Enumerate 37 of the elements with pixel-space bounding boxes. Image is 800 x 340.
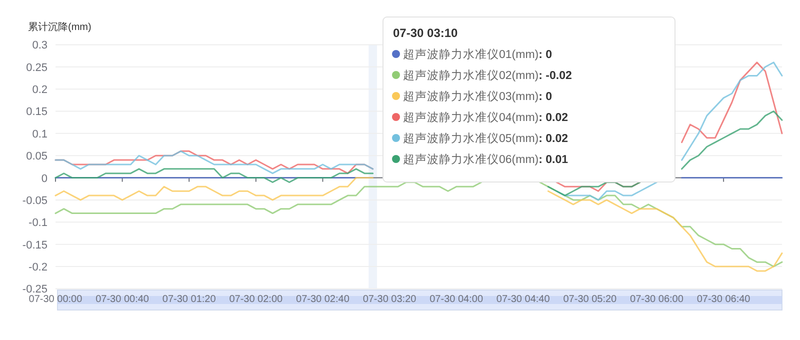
y-tick-label: 0.1 bbox=[32, 128, 48, 140]
x-tick-label: 07-30 06:00 bbox=[630, 294, 684, 305]
y-tick-label: -0.2 bbox=[28, 262, 48, 274]
y-tick-label: 0.2 bbox=[32, 84, 48, 96]
legend-label: 超声波静力水准仪05(mm) bbox=[403, 132, 539, 145]
x-tick-label: 07-30 00:40 bbox=[96, 294, 150, 305]
annotation: : 0.02 bbox=[538, 112, 568, 124]
y-tick-label: -0.15 bbox=[22, 239, 48, 252]
text: 07-30 03:10 bbox=[393, 26, 458, 40]
legend-label: 超声波静力水准仪02(mm) bbox=[403, 69, 539, 82]
x-tick-label: 07-30 04:40 bbox=[496, 294, 550, 305]
y-tick-label: -0.25 bbox=[22, 284, 48, 296]
legend-label: 超声波静力水准仪03(mm) bbox=[403, 90, 539, 103]
y-tick-label: 0.05 bbox=[26, 150, 48, 163]
x-tick-label: 07-30 00:00 bbox=[28, 294, 83, 305]
x-tick-label: 07-30 02:00 bbox=[229, 294, 284, 305]
y-tick-label: 0.3 bbox=[32, 40, 48, 52]
annotation: : 0 bbox=[538, 49, 552, 61]
x-tick-label: 07-30 06:40 bbox=[696, 294, 751, 305]
annotation: : 0.01 bbox=[538, 154, 569, 166]
y-tick-label: 0 bbox=[41, 172, 48, 185]
annotation: : 0 bbox=[538, 91, 552, 103]
y-tick-label: -0.1 bbox=[28, 217, 48, 230]
y-axis-title: 累计沉降(mm) bbox=[28, 21, 92, 33]
y-tick-label: 0.25 bbox=[26, 62, 48, 74]
y-tick-label: 0.15 bbox=[26, 106, 48, 118]
x-tick-label: 07-30 01:20 bbox=[162, 294, 216, 305]
annotation: : 0.02 bbox=[538, 133, 568, 145]
legend-label: 超声波静力水准仪04(mm) bbox=[403, 111, 539, 124]
x-tick-label: 07-30 04:00 bbox=[430, 294, 484, 305]
x-tick-label: 07-30 05:20 bbox=[563, 294, 618, 305]
y-tick-label: -0.05 bbox=[22, 194, 48, 207]
annotation: : -0.02 bbox=[538, 70, 572, 82]
x-tick-label: 07-30 03:20 bbox=[362, 294, 417, 305]
x-tick-label: 07-30 02:40 bbox=[296, 294, 350, 305]
legend-label: 超声波静力水准仪06(mm) bbox=[403, 153, 539, 166]
legend-label: 超声波静力水准仪01(mm) bbox=[403, 48, 539, 61]
